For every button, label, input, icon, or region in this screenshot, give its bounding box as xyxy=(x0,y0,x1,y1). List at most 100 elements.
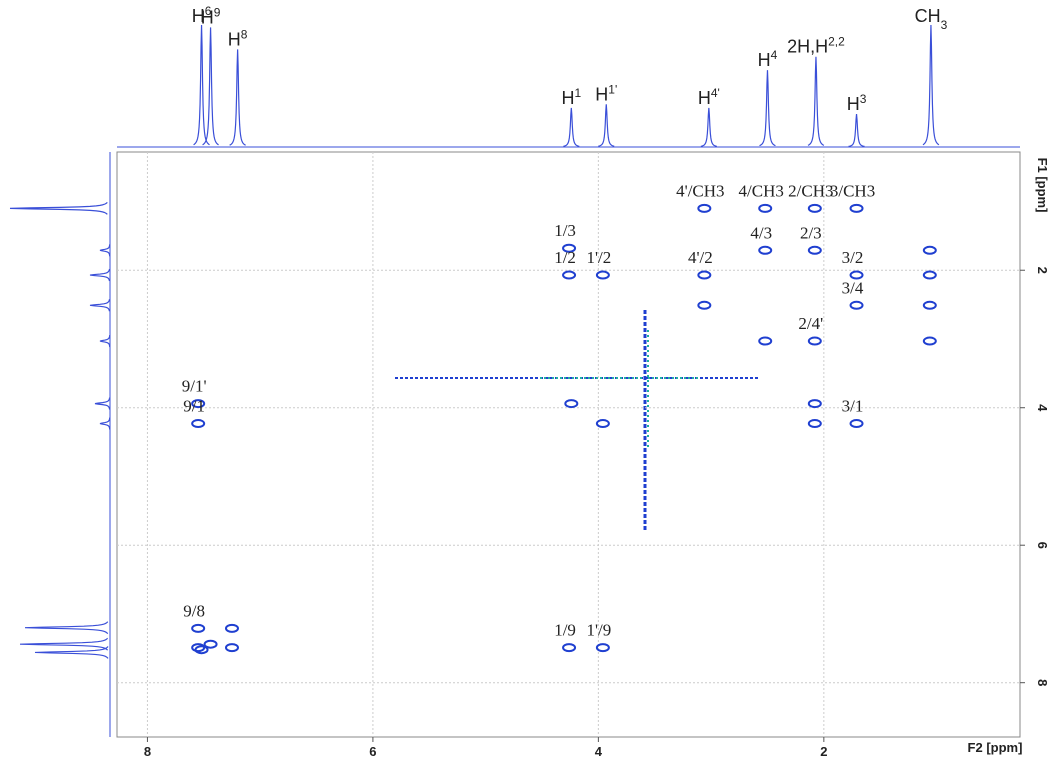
top-peak xyxy=(848,114,865,147)
peak-label-text: H xyxy=(201,7,214,27)
cross-peak-label: 1'/2 xyxy=(586,248,611,267)
cross-peak xyxy=(595,270,610,280)
peak-label-sup: 6 xyxy=(205,4,212,18)
x-tick-label: 4 xyxy=(595,744,603,759)
top-peak-label: H6 xyxy=(192,4,212,26)
cross-peak xyxy=(849,203,864,213)
cross-peak-label: 4/CH3 xyxy=(739,181,784,200)
cross-peak xyxy=(562,643,577,653)
cross-peak xyxy=(194,645,209,655)
cross-peak-label: 4'/2 xyxy=(688,248,713,267)
top-peak xyxy=(700,107,717,147)
cross-peak xyxy=(922,270,937,280)
peak-label-text: H xyxy=(228,29,241,49)
cross-peak-label: 3/2 xyxy=(842,248,864,267)
peak-label-text: H xyxy=(758,50,771,70)
cross-peak xyxy=(922,336,937,346)
cross-peak-label: 1'/9 xyxy=(586,621,611,640)
top-peak-label: CH3 xyxy=(915,6,948,32)
cross-peak xyxy=(807,336,822,346)
cross-peak-label: 2/CH3 xyxy=(788,181,833,200)
peak-label-text: H xyxy=(192,6,205,26)
y-tick-label: 2 xyxy=(1035,267,1048,274)
x-tick-label: 6 xyxy=(369,744,376,759)
cross-peak xyxy=(697,300,712,310)
peak-label-sup: 1' xyxy=(608,82,617,96)
y-tick-label: 6 xyxy=(1035,542,1048,549)
cross-peak-label: 2/3 xyxy=(800,223,822,242)
cross-peak xyxy=(191,419,206,429)
cross-peak xyxy=(807,419,822,429)
cross-peak xyxy=(849,419,864,429)
peak-label-sup: 4 xyxy=(771,48,778,62)
cross-peak-label: 3/4 xyxy=(842,278,864,297)
solvent-streak xyxy=(395,310,760,530)
x-tick-label: 2 xyxy=(820,744,827,759)
cross-peak xyxy=(849,270,864,280)
cross-peak xyxy=(203,639,218,649)
top-peak-label: H3 xyxy=(847,92,867,114)
top-peak xyxy=(563,107,580,147)
left-peak xyxy=(94,397,111,410)
left-peak xyxy=(89,299,111,312)
peak-label-sup: 4' xyxy=(711,86,720,100)
peak-label-sup: 9 xyxy=(214,5,221,19)
cross-peak-label: 1/3 xyxy=(554,221,576,240)
cross-peak xyxy=(758,203,773,213)
cross-peak xyxy=(849,300,864,310)
top-peak xyxy=(202,27,219,146)
cross-peak-label: 9/8 xyxy=(183,601,205,620)
peak-label-text: H xyxy=(595,84,608,104)
top-peak xyxy=(759,70,776,147)
top-peak-label: H4' xyxy=(698,86,720,108)
cross-peak xyxy=(595,419,610,429)
top-peak-label: H8 xyxy=(228,27,248,49)
cross-peak xyxy=(758,336,773,346)
y-tick-label: 8 xyxy=(1035,679,1048,686)
peak-label-sup: 3 xyxy=(860,92,867,106)
cross-peak xyxy=(758,245,773,255)
y-tick-label: 4 xyxy=(1035,404,1048,412)
top-peak xyxy=(807,56,825,146)
top-peak xyxy=(229,49,246,146)
peak-label-sup: 2,2 xyxy=(828,35,845,49)
cross-peak-label: 9/1' xyxy=(182,377,207,396)
left-peak xyxy=(99,334,111,348)
cross-peak xyxy=(564,399,579,409)
cross-peak xyxy=(697,270,712,280)
peak-label-text: CH xyxy=(915,6,941,26)
cross-peak-label: 3/1 xyxy=(842,397,864,416)
peak-label-text: H xyxy=(698,88,711,108)
cross-peak xyxy=(697,203,712,213)
left-peak xyxy=(34,646,109,659)
top-peak xyxy=(922,24,940,146)
cross-peak xyxy=(191,643,206,653)
x-tick-label: 8 xyxy=(144,744,151,759)
peak-label-sub: 3 xyxy=(941,18,948,32)
cross-peak xyxy=(595,643,610,653)
cross-peak xyxy=(562,270,577,280)
left-peak xyxy=(99,244,111,257)
cross-peak xyxy=(224,623,239,633)
peak-label-sup: 1 xyxy=(574,86,581,100)
left-peak xyxy=(24,621,109,635)
cross-peak-label: 4/3 xyxy=(750,223,772,242)
left-peak xyxy=(19,637,109,651)
top-peak-label: H4 xyxy=(758,48,778,70)
cross-peak xyxy=(807,399,822,409)
top-peak xyxy=(193,24,210,146)
cross-peak-label: 3/CH3 xyxy=(830,181,875,200)
peak-label-text: H xyxy=(561,88,574,108)
cross-peak xyxy=(922,300,937,310)
top-peak xyxy=(598,104,615,147)
top-peak-label: 2H,H2,2 xyxy=(787,35,845,57)
top-peak-label: H1 xyxy=(561,86,581,108)
cross-peak xyxy=(922,245,937,255)
cross-peak xyxy=(224,643,239,653)
cross-peak-label: 4'/CH3 xyxy=(676,181,724,200)
cross-peak-label: 9/1 xyxy=(183,397,205,416)
cross-peak xyxy=(807,245,822,255)
cross-peak xyxy=(562,243,577,253)
cross-peak-label: 2/4' xyxy=(798,314,823,333)
